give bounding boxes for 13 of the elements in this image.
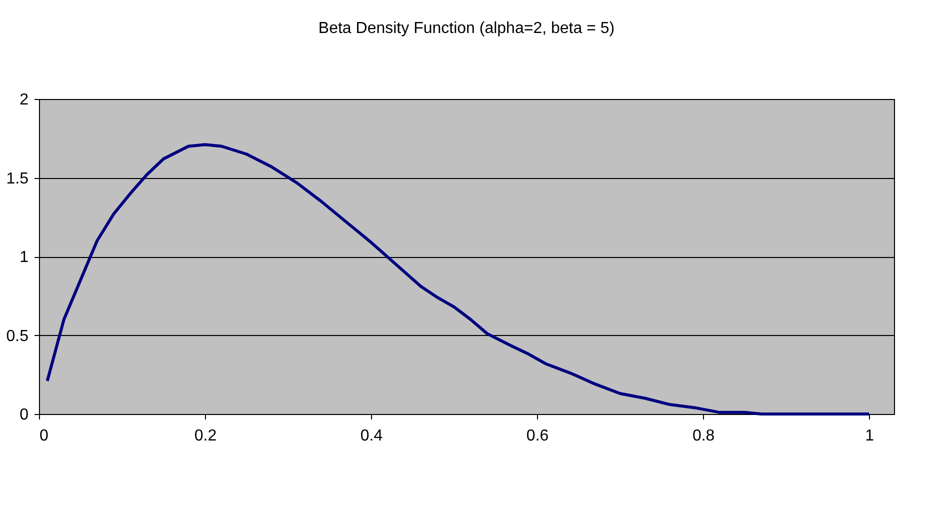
x-tick-label: 0.2 [194, 428, 217, 444]
y-tick-label: 2 [20, 92, 29, 108]
x-tick-label: 0.4 [360, 428, 383, 444]
x-tick-label: 0 [40, 428, 48, 444]
x-tick-label: 0.6 [526, 428, 549, 444]
x-tick-label: 1 [865, 428, 874, 444]
y-tick-label: 0 [20, 406, 29, 424]
chart-title: Beta Density Function (alpha=2, beta = 5) [318, 20, 615, 37]
y-tick-label: 1 [20, 249, 29, 266]
line-series [46, 143, 871, 416]
y-tick-label: 0.5 [6, 328, 29, 345]
x-tick-label: 0.8 [692, 428, 715, 444]
y-tick-label: 1.5 [6, 170, 29, 188]
